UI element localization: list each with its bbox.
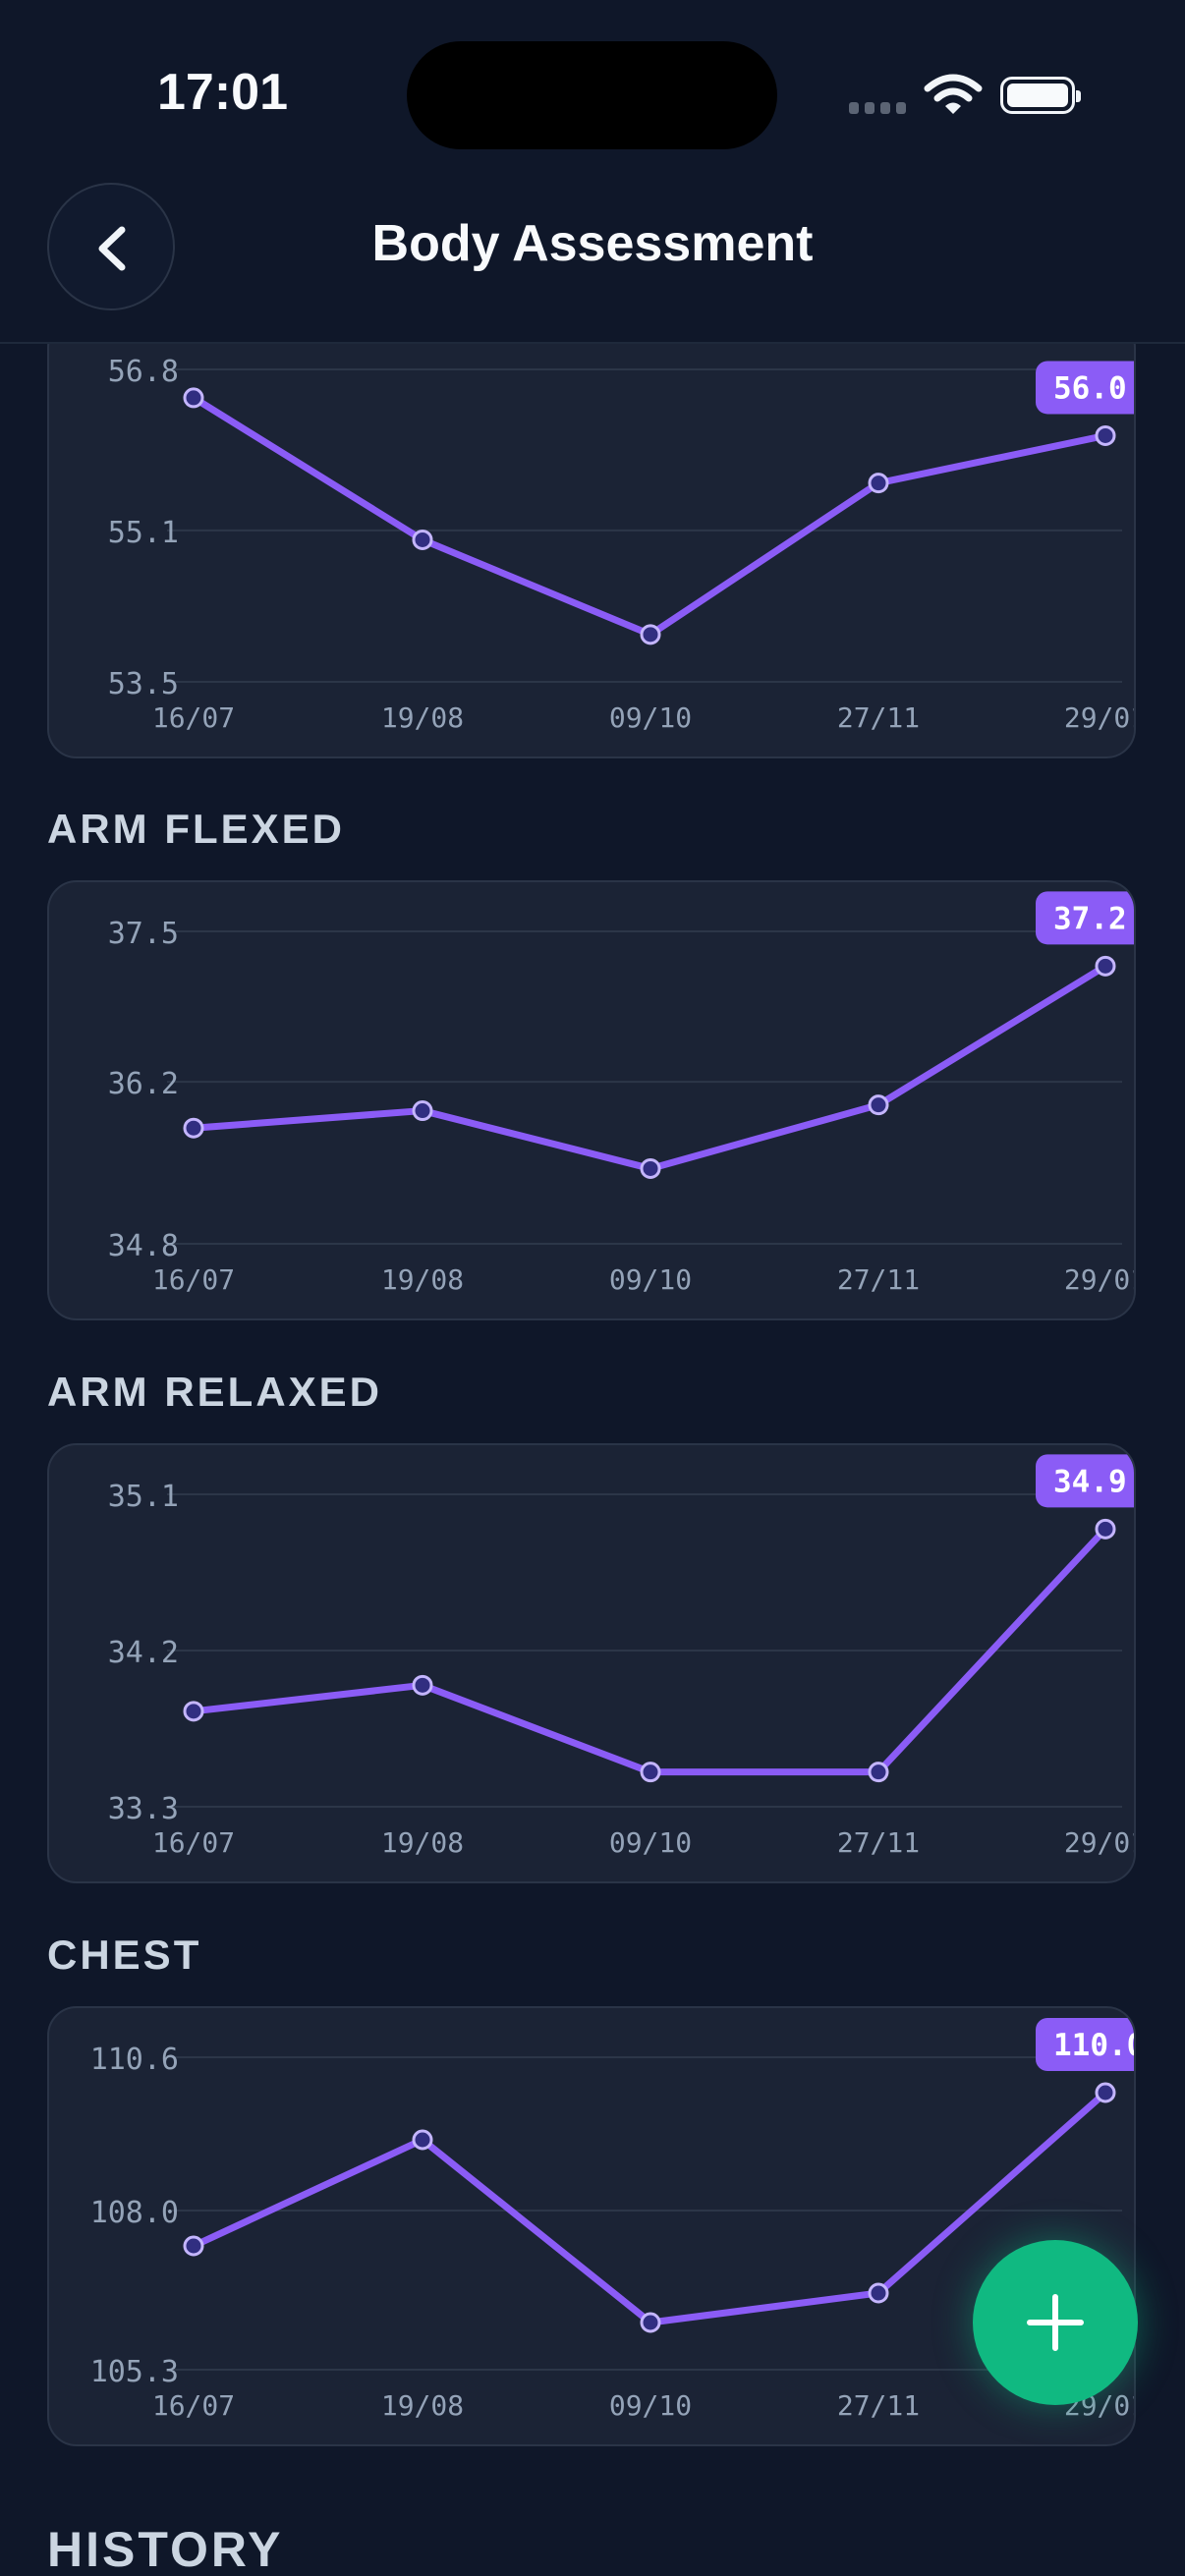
data-point xyxy=(640,1157,661,1179)
x-tick-label: 16/07 xyxy=(152,1826,235,1859)
data-point xyxy=(412,1100,433,1122)
chart-card-arm-flexed: 37.5 36.2 34.816/07 19/08 09/10 27/11 29/01 37.… xyxy=(47,880,1136,1320)
x-tick-label: 09/10 xyxy=(609,701,692,734)
section-title-chest: CHEST xyxy=(47,1932,202,1978)
y-tick-label: 108.0 xyxy=(90,2196,179,2230)
section-title-history: HISTORY xyxy=(47,2522,284,2576)
section-title-arm-flexed: ARM FLEXED xyxy=(47,806,345,852)
data-point xyxy=(868,1762,889,1783)
scroll-content[interactable]: 56.855.153.516/0719/0809/1027/1129/0156.… xyxy=(0,343,1185,2576)
x-tick-label: 16/07 xyxy=(152,2389,235,2422)
data-point xyxy=(412,2129,433,2151)
data-point xyxy=(183,2235,204,2257)
x-tick-label: 27/11 xyxy=(837,2389,920,2422)
y-tick-label: 56.8 xyxy=(108,355,179,389)
data-point xyxy=(868,2282,889,2304)
chart-card-chest: 110.6 108.0 105.3 16/07 19/08 09/10 27/11 29/0 1… xyxy=(47,2006,1136,2446)
y-tick-label: 55.1 xyxy=(108,516,179,550)
header-bar: Body Assessment xyxy=(0,167,1185,344)
x-tick-label: 09/10 xyxy=(609,1826,692,1859)
data-point xyxy=(412,529,433,550)
series-line xyxy=(190,2089,1109,2326)
data-point xyxy=(183,387,204,409)
x-tick-label: 19/08 xyxy=(381,2389,464,2422)
data-point xyxy=(412,1674,433,1696)
series-line xyxy=(190,962,1109,1172)
chart-card-top: 56.8 55.1 53.516/07 19/08 09/10 27/11 29/01 56.… xyxy=(47,343,1136,758)
latest-value-badge xyxy=(1036,361,1134,415)
y-tick-label: 35.1 xyxy=(108,1480,179,1514)
back-button[interactable] xyxy=(47,183,175,310)
x-tick-label: 09/10 xyxy=(609,2389,692,2422)
y-tick-label: 110.6 xyxy=(90,2043,179,2077)
data-point xyxy=(640,1762,661,1783)
x-tick-label: 29/01 xyxy=(1064,701,1136,734)
chart-card-arm-relaxed: 35.1 34.2 33.316/07 19/08 09/10 27/11 29/01 34.… xyxy=(47,1443,1136,1883)
line-chart: 35.1 34.2 33.316/07 19/08 09/10 27/11 29/01 34.… xyxy=(108,1454,1136,1859)
latest-value-label: 37.2 xyxy=(1053,901,1127,936)
y-tick-label: 37.5 xyxy=(108,917,179,951)
x-tick-label: 27/11 xyxy=(837,1826,920,1859)
y-tick-label: 53.5 xyxy=(108,667,179,701)
x-tick-label: 19/08 xyxy=(381,701,464,734)
x-tick-label: 27/11 xyxy=(837,701,920,734)
dynamic-island xyxy=(407,41,777,149)
line-chart: 37.5 36.2 34.816/07 19/08 09/10 27/11 29/01 37.… xyxy=(108,891,1136,1296)
data-point xyxy=(640,624,661,645)
latest-value-badge xyxy=(1036,1454,1134,1508)
x-tick-label: 29/01 xyxy=(1064,1263,1136,1296)
y-tick-label: 33.3 xyxy=(108,1792,179,1826)
x-tick-label: 19/08 xyxy=(381,1263,464,1296)
series-line xyxy=(190,394,1109,639)
chevron-left-icon xyxy=(98,226,126,271)
data-point xyxy=(1095,424,1116,446)
page-title: Body Assessment xyxy=(371,215,814,272)
latest-value-badge xyxy=(1036,2018,1134,2071)
battery-icon xyxy=(1000,77,1081,114)
y-tick-label: 34.2 xyxy=(108,1636,179,1670)
latest-value-label: 56.0 xyxy=(1053,370,1127,406)
status-time: 17:01 xyxy=(157,64,288,121)
y-tick-label: 34.8 xyxy=(108,1229,179,1263)
signal-icon xyxy=(849,102,906,114)
data-point xyxy=(1095,2082,1116,2103)
x-tick-label: 16/07 xyxy=(152,1263,235,1296)
x-tick-label: 29/01 xyxy=(1064,1826,1136,1859)
x-tick-label: 16/07 xyxy=(152,701,235,734)
y-tick-label: 36.2 xyxy=(108,1067,179,1101)
plus-icon xyxy=(1027,2294,1084,2351)
data-point xyxy=(640,2312,661,2333)
data-point xyxy=(1095,955,1116,977)
x-tick-label: 09/10 xyxy=(609,1263,692,1296)
latest-value-badge xyxy=(1036,891,1134,945)
latest-value-label: 34.9 xyxy=(1053,1464,1127,1499)
data-point xyxy=(183,1701,204,1722)
add-assessment-button[interactable] xyxy=(973,2240,1138,2405)
data-point xyxy=(183,1117,204,1139)
latest-value-label: 110.0 xyxy=(1053,2028,1136,2063)
data-point xyxy=(868,473,889,494)
line-chart: 56.8 55.1 53.516/07 19/08 09/10 27/11 29/01 56.… xyxy=(108,355,1136,734)
x-tick-label: 19/08 xyxy=(381,1826,464,1859)
wifi-icon xyxy=(924,74,983,114)
section-title-arm-relaxed: ARM RELAXED xyxy=(47,1369,383,1415)
data-point xyxy=(1095,1518,1116,1540)
y-tick-label: 105.3 xyxy=(90,2355,179,2389)
x-tick-label: 27/11 xyxy=(837,1263,920,1296)
data-point xyxy=(868,1094,889,1116)
